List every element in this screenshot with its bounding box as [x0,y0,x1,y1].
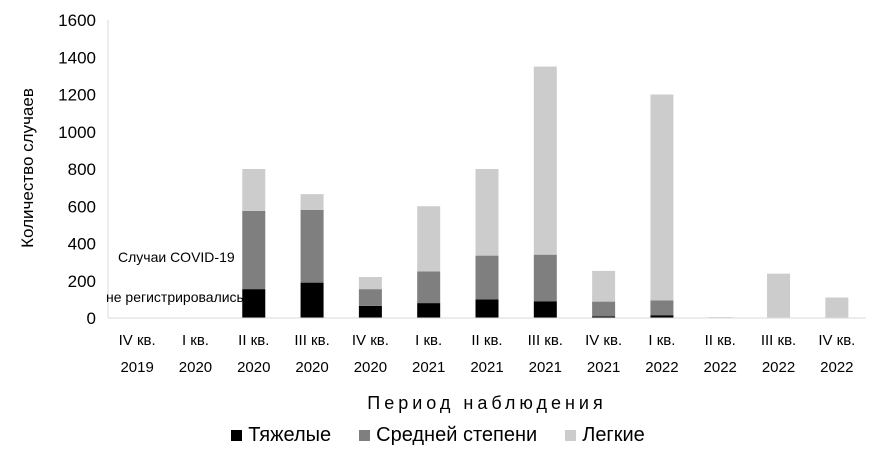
x-tick-label: 2020 [237,359,270,376]
x-tick-label: 2021 [412,359,445,376]
x-tick-label: 2020 [179,359,212,376]
x-axis-label: Период наблюдения [367,393,606,413]
y-tick-label: 400 [68,235,96,254]
x-tick-label: 2019 [120,359,153,376]
bar-segment [358,277,382,290]
x-tick-label: II кв. [705,332,736,349]
x-tick-label: I кв. [415,332,442,349]
bar-segment [592,301,616,317]
x-tick-label: IV кв. [352,332,389,349]
y-axis: 0 200 400 600 800 1000 1200 1400 1600 [58,11,109,328]
x-tick-label: III кв. [761,332,796,349]
bar-segment [417,303,441,318]
x-tick-label: II кв. [238,332,269,349]
annotations: Случаи COVID-19 не регистрировались [106,249,244,305]
legend-item: Средней степени [359,424,537,447]
bar-segment [767,273,791,318]
legend-item: Легкие [565,424,645,447]
legend-swatch [565,430,577,441]
bar-segment [533,254,557,302]
bar-segment [533,301,557,318]
bar-segment [417,271,441,304]
legend-item: Тяжелые [231,424,331,447]
x-tick-label: 2021 [470,359,503,376]
y-tick-label: 0 [87,309,96,328]
bar-segment [825,297,849,318]
legend-swatch [231,430,243,441]
y-axis-label: Количество случаев [18,88,37,248]
bars [242,66,849,318]
x-axis: IV кв. 2019 I кв. 2020 II кв. 2020 III кв. 2020… [108,317,866,376]
y-tick-label: 1200 [58,86,96,105]
x-tick-label: IV кв. [818,332,855,349]
x-tick-label: 2022 [645,359,678,376]
bar-segment [358,305,382,318]
x-tick-label: I кв. [648,332,675,349]
y-tick-label: 800 [68,160,96,179]
x-tick-label: 2022 [704,359,737,376]
legend-label: Тяжелые [248,424,332,446]
bar-segment [242,210,266,290]
x-tick-label: IV кв. [119,332,156,349]
x-tick-label: I кв. [182,332,209,349]
legend: Тяжелые Средней степени Легкие [0,424,876,447]
x-tick-label: III кв. [528,332,563,349]
y-tick-label: 600 [68,197,96,216]
x-tick-label: 2022 [820,359,853,376]
bar-segment [475,255,499,300]
y-tick-label: 1000 [58,123,96,142]
legend-swatch [359,430,371,441]
bar-segment [300,194,324,210]
x-tick-label: 2021 [529,359,562,376]
legend-label: Легкие [582,424,645,446]
bar-segment [475,169,499,256]
bar-segment [533,66,557,255]
y-tick-label: 1400 [58,48,96,67]
bar-segment [650,300,674,316]
bar-segment [300,282,324,318]
x-tick-label: 2020 [354,359,387,376]
y-tick-label: 200 [68,272,96,291]
x-tick-label: III кв. [294,332,329,349]
bar-segment [650,94,674,301]
stacked-bar-chart: 0 200 400 600 800 1000 1200 1400 1600 IV кв. 2019… [18,11,866,413]
bar-segment [417,206,441,272]
bar-segment [650,315,674,318]
x-tick-label: 2021 [587,359,620,376]
bar-segment [300,209,324,283]
annotation-line-1: Случаи COVID-19 [118,249,235,265]
bar-segment [592,316,616,318]
x-tick-label: II кв. [471,332,502,349]
x-tick-label: 2020 [295,359,328,376]
x-tick-label: IV кв. [585,332,622,349]
bar-segment [475,299,499,318]
bar-segment [592,270,616,302]
bar-segment [242,169,266,211]
x-tick-label: 2022 [762,359,795,376]
bar-segment [358,289,382,306]
annotation-line-2: не регистрировались [106,289,244,305]
y-tick-label: 1600 [58,11,96,30]
bar-segment [242,289,266,318]
legend-label: Средней степени [376,424,538,446]
